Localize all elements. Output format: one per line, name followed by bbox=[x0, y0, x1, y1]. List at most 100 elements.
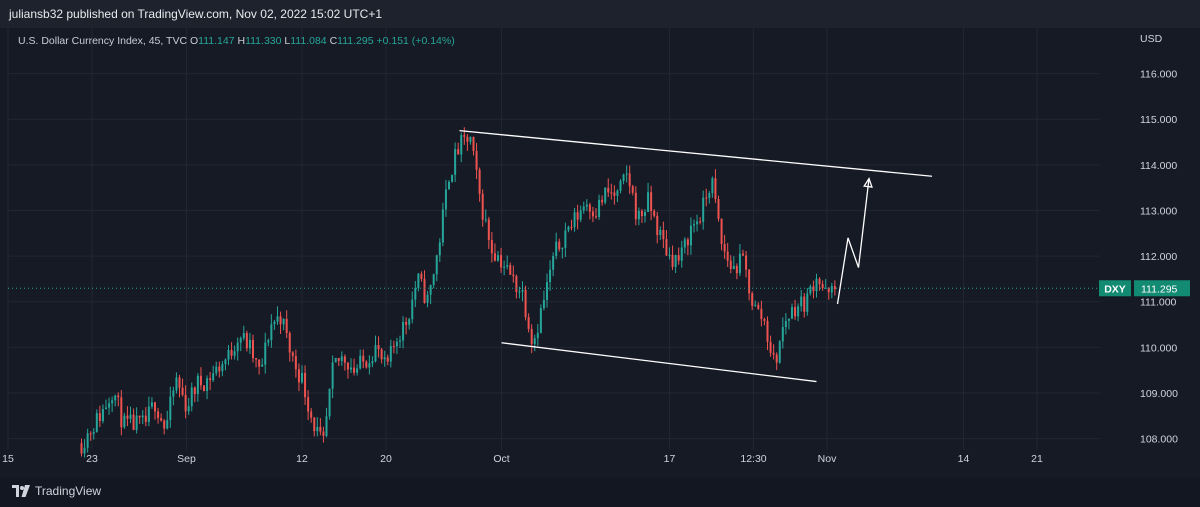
time-tick-label: 12:30 bbox=[740, 453, 766, 465]
candle-body bbox=[607, 187, 610, 193]
candle-body bbox=[803, 296, 806, 312]
symbol-badge-bg bbox=[1099, 280, 1131, 297]
high-label: H bbox=[237, 35, 246, 47]
candle-body bbox=[392, 345, 395, 347]
candle-body bbox=[797, 306, 800, 317]
tradingview-brand[interactable]: TradingView bbox=[12, 484, 101, 498]
candle-body bbox=[386, 357, 389, 362]
candle-body bbox=[647, 192, 650, 212]
projection-arrow bbox=[836, 178, 870, 305]
candle-body bbox=[478, 169, 481, 194]
candle-body bbox=[702, 197, 705, 222]
candle-body bbox=[521, 289, 524, 292]
last-price-label: 111.295 bbox=[1141, 283, 1178, 295]
candle-body bbox=[114, 395, 117, 401]
time-tick-label: 14 bbox=[958, 453, 970, 465]
candle-body bbox=[625, 173, 628, 175]
candle-body bbox=[316, 426, 319, 432]
candle-body bbox=[181, 387, 184, 395]
drawings bbox=[8, 130, 1100, 383]
candle-body bbox=[227, 349, 230, 360]
candle-body bbox=[748, 269, 751, 294]
candle-body bbox=[827, 287, 830, 293]
candle-body bbox=[129, 414, 132, 419]
candle-body bbox=[604, 187, 607, 203]
candle-body bbox=[108, 403, 111, 408]
candle-body bbox=[745, 255, 748, 270]
candle-body bbox=[123, 415, 126, 428]
candle-body bbox=[778, 341, 781, 363]
candle-body bbox=[444, 189, 447, 210]
candle-body bbox=[359, 355, 362, 369]
candle-body bbox=[322, 431, 325, 436]
candle-body bbox=[86, 433, 89, 448]
candle-body bbox=[497, 255, 499, 261]
candle-body bbox=[138, 415, 141, 418]
candle-body bbox=[172, 390, 175, 397]
candle-body bbox=[319, 426, 322, 432]
candle-body bbox=[426, 294, 429, 303]
time-tick-label: 12 bbox=[296, 453, 308, 465]
candle-body bbox=[644, 211, 646, 217]
candle-body bbox=[126, 415, 129, 419]
candle-body bbox=[224, 359, 227, 364]
candle-body bbox=[144, 415, 147, 422]
candle-body bbox=[221, 363, 224, 372]
candle-body bbox=[490, 240, 493, 254]
candle-body bbox=[738, 253, 741, 274]
candle-body bbox=[754, 304, 757, 306]
price-tick-label: 109.000 bbox=[1140, 388, 1178, 400]
candle-body bbox=[307, 397, 310, 412]
close-value: 111.295 bbox=[337, 35, 374, 47]
candle-body bbox=[187, 406, 190, 412]
time-tick-label: 17 bbox=[664, 453, 676, 465]
candle-body bbox=[199, 375, 202, 386]
candle-body bbox=[570, 226, 573, 228]
candle-body bbox=[714, 178, 717, 200]
candle-body bbox=[331, 362, 334, 389]
candle-body bbox=[374, 345, 377, 362]
candle-body bbox=[503, 266, 506, 268]
symbol-legend[interactable]: U.S. Dollar Currency Index, 45, TVC O111… bbox=[18, 35, 455, 47]
chart-frame[interactable] bbox=[0, 28, 1200, 478]
candle-body bbox=[438, 242, 441, 256]
currency-label: USD bbox=[1140, 33, 1163, 45]
candle-body bbox=[95, 413, 98, 432]
candle-body bbox=[242, 333, 245, 339]
candle-body bbox=[659, 229, 662, 236]
candle-body bbox=[89, 433, 92, 435]
candle-body bbox=[784, 320, 787, 328]
projection-arrowhead bbox=[863, 177, 873, 188]
price-axis: 116.000 115.000 114.000 113.000 112.000 111.0… bbox=[1099, 33, 1190, 446]
price-tick-label: 115.000 bbox=[1140, 114, 1177, 126]
candle-body bbox=[821, 284, 824, 289]
candle-body bbox=[818, 278, 821, 285]
brand-name: TradingView bbox=[35, 484, 102, 498]
candle-body bbox=[353, 367, 356, 373]
candle-body bbox=[699, 221, 702, 223]
candle-body bbox=[527, 317, 530, 330]
candle-body bbox=[368, 363, 371, 368]
candle-body bbox=[285, 318, 288, 334]
time-tick-label: 20 bbox=[380, 453, 392, 465]
candle-body bbox=[628, 173, 631, 187]
candle-body bbox=[751, 293, 754, 306]
candle-body bbox=[650, 192, 653, 212]
candle-body bbox=[509, 265, 512, 275]
candle-body bbox=[717, 199, 720, 219]
candle-body bbox=[288, 333, 291, 353]
time-tick-label: 23 bbox=[86, 453, 98, 465]
candle-body bbox=[683, 239, 686, 248]
candle-body bbox=[411, 299, 414, 320]
candle-body bbox=[448, 181, 450, 190]
candle-body bbox=[371, 361, 374, 364]
candle-body bbox=[340, 356, 343, 361]
candle-body bbox=[258, 359, 261, 367]
candle-body bbox=[301, 372, 303, 383]
candle-body bbox=[689, 225, 692, 246]
candle-body bbox=[619, 180, 622, 191]
candle-body bbox=[297, 369, 300, 383]
candle-body bbox=[815, 278, 818, 292]
candle-body bbox=[530, 329, 533, 345]
